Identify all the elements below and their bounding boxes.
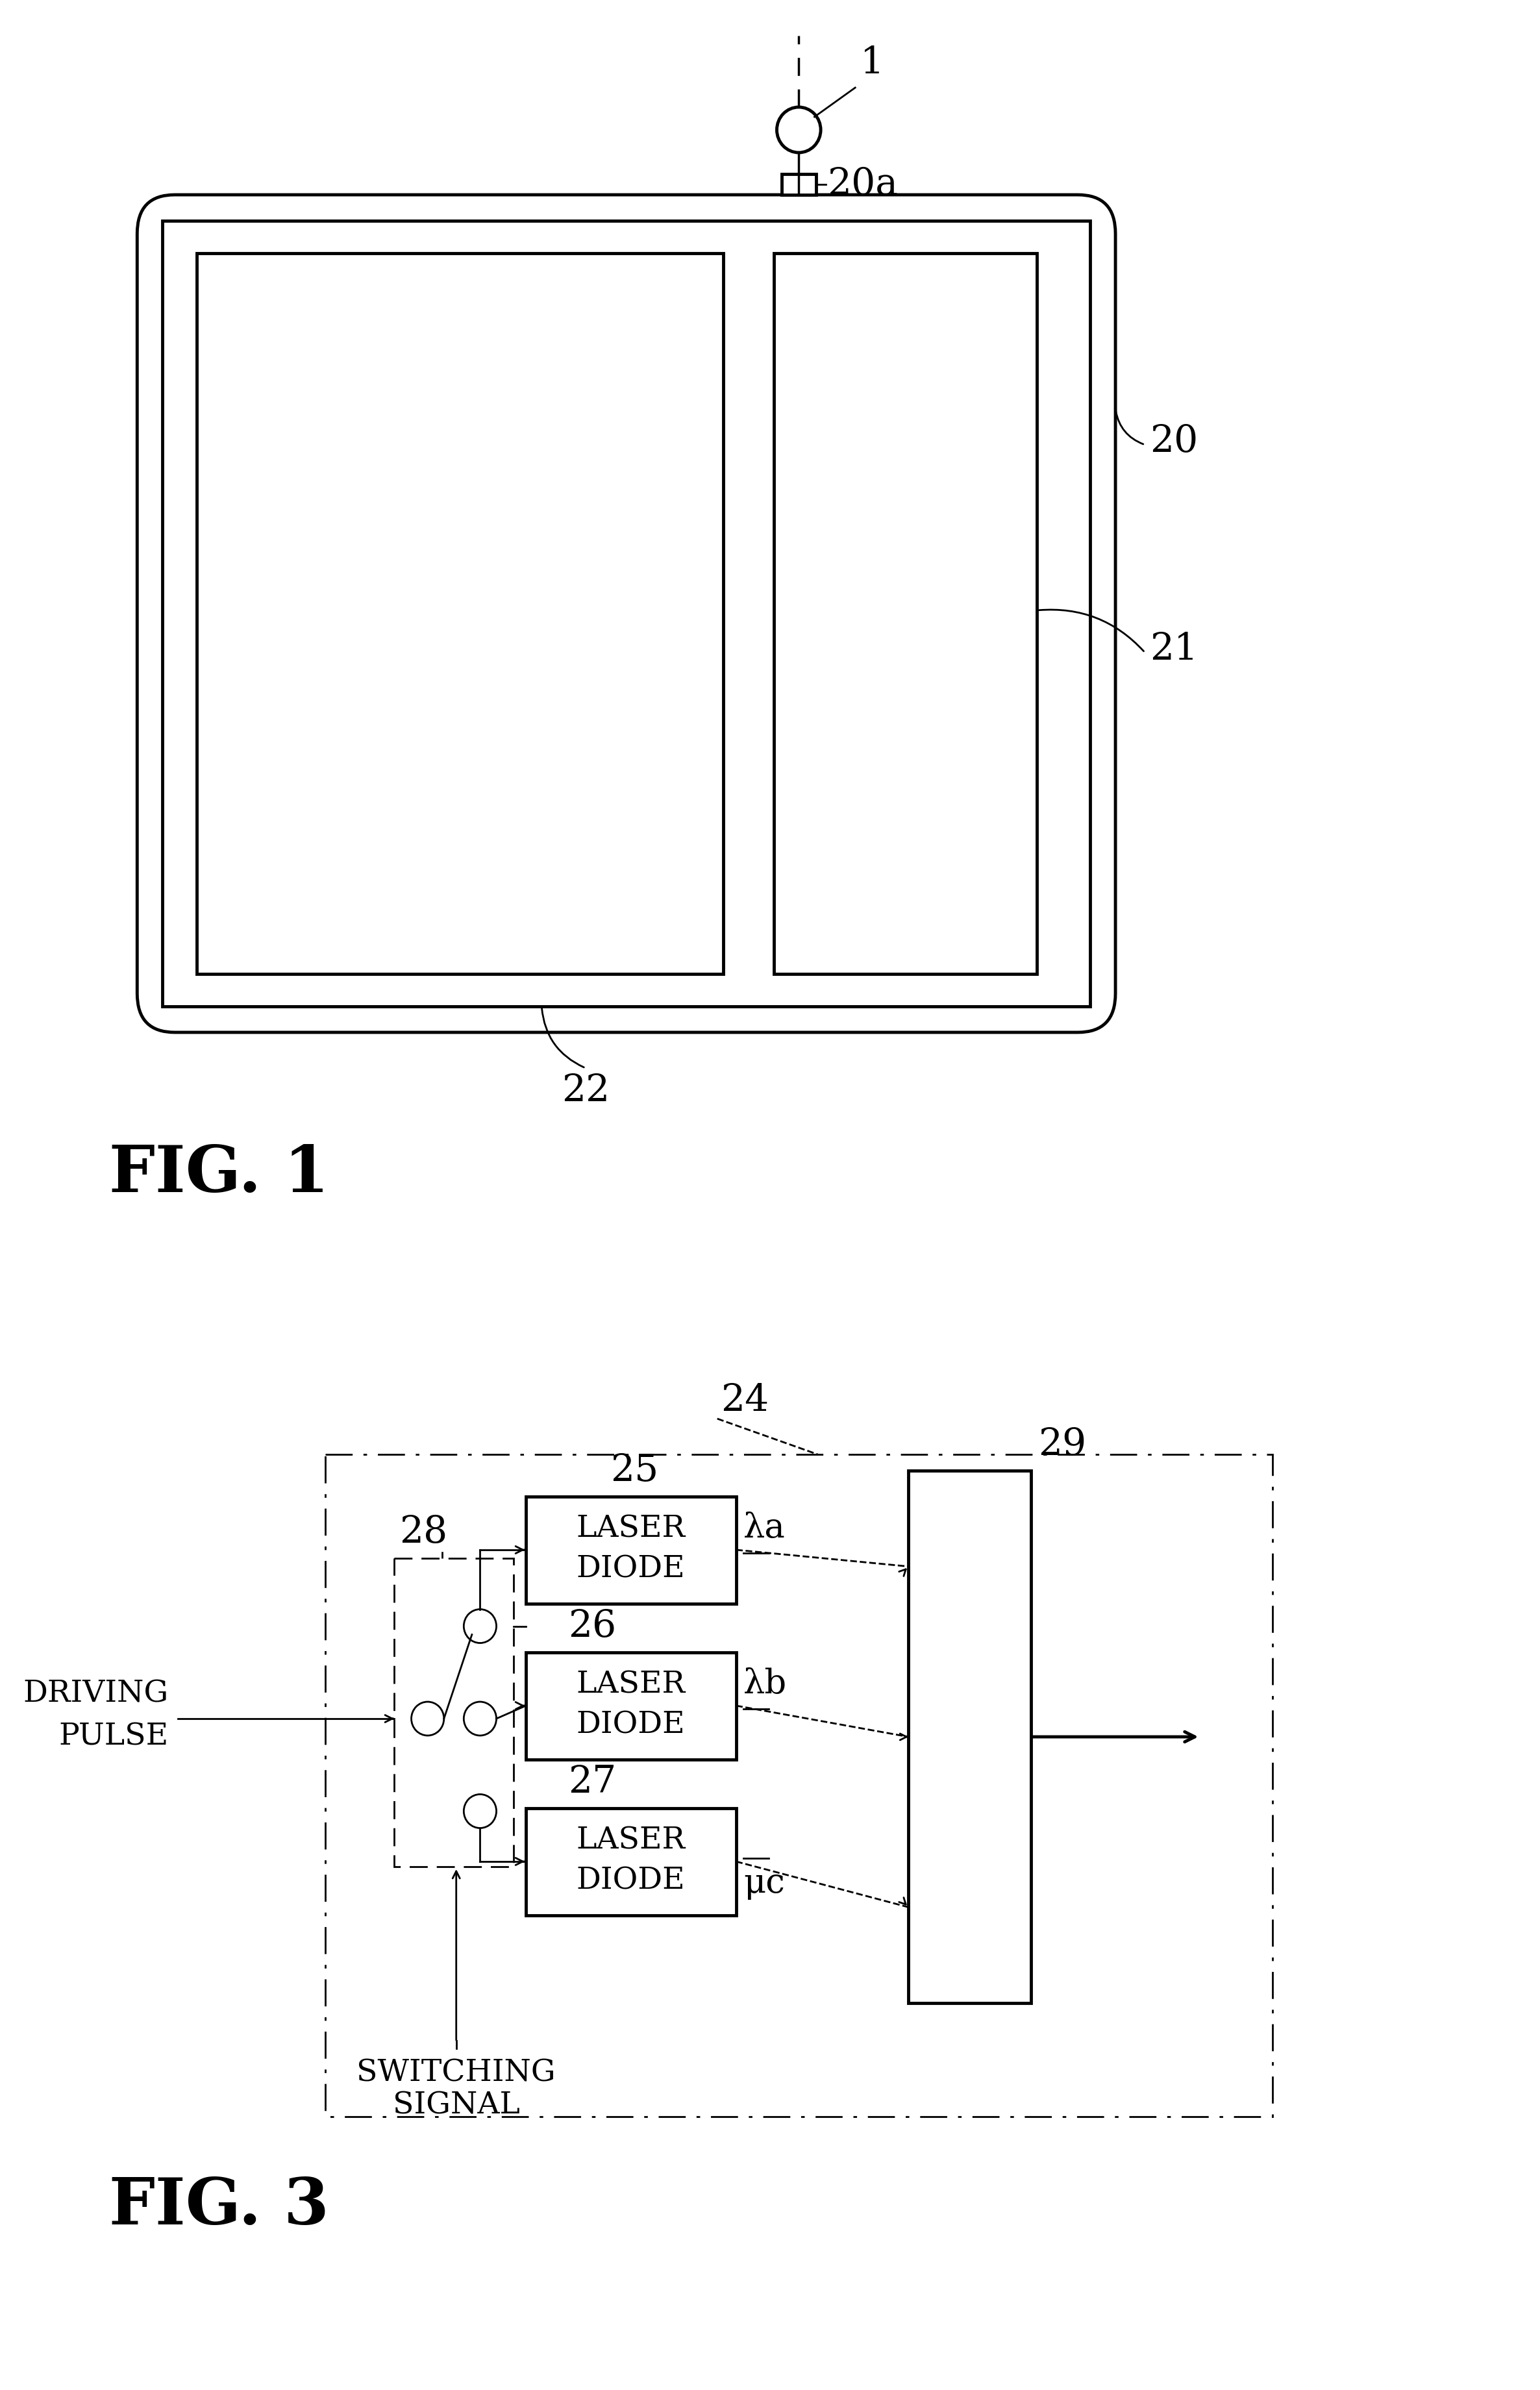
Text: 1: 1: [861, 45, 884, 81]
Text: FIG. 1: FIG. 1: [109, 1142, 330, 1205]
Circle shape: [411, 1702, 444, 1735]
Bar: [162, 220, 1090, 1006]
Text: SIGNAL: SIGNAL: [393, 2091, 521, 2120]
Bar: [527, 1651, 736, 1759]
Text: 27: 27: [568, 1764, 616, 1800]
Text: FIG. 3: FIG. 3: [109, 2175, 330, 2237]
Circle shape: [464, 1795, 496, 1828]
Bar: [197, 253, 724, 973]
Text: DIODE: DIODE: [576, 1711, 685, 1740]
Text: LASER: LASER: [576, 1513, 685, 1544]
Circle shape: [776, 108, 821, 153]
Text: DIODE: DIODE: [576, 1867, 685, 1895]
Bar: [773, 253, 1036, 973]
Bar: [325, 1456, 1272, 2118]
Text: 24: 24: [721, 1381, 768, 1420]
Text: DRIVING: DRIVING: [23, 1680, 168, 1709]
Bar: [782, 174, 816, 194]
Text: 22: 22: [562, 1073, 610, 1109]
Text: 26: 26: [568, 1608, 616, 1644]
Bar: [527, 1809, 736, 1914]
Text: 29: 29: [1038, 1427, 1086, 1463]
Text: λb: λb: [744, 1668, 787, 1699]
Text: LASER: LASER: [576, 1671, 685, 1699]
Text: PULSE: PULSE: [59, 1723, 168, 1752]
FancyBboxPatch shape: [137, 194, 1115, 1032]
Text: λa: λa: [744, 1510, 785, 1544]
Text: 20: 20: [1150, 423, 1198, 459]
Bar: [394, 1558, 513, 1867]
Text: DIODE: DIODE: [576, 1556, 685, 1585]
Bar: [527, 1496, 736, 1604]
Text: μc: μc: [744, 1867, 785, 1900]
Text: 20a: 20a: [827, 167, 898, 203]
Text: LASER: LASER: [576, 1826, 685, 1855]
Bar: [909, 1470, 1030, 2003]
Circle shape: [464, 1702, 496, 1735]
Text: 21: 21: [1150, 631, 1198, 667]
Text: 25: 25: [610, 1453, 658, 1489]
Circle shape: [464, 1608, 496, 1642]
Text: SWITCHING: SWITCHING: [357, 2058, 556, 2086]
Text: 28: 28: [399, 1515, 448, 1551]
